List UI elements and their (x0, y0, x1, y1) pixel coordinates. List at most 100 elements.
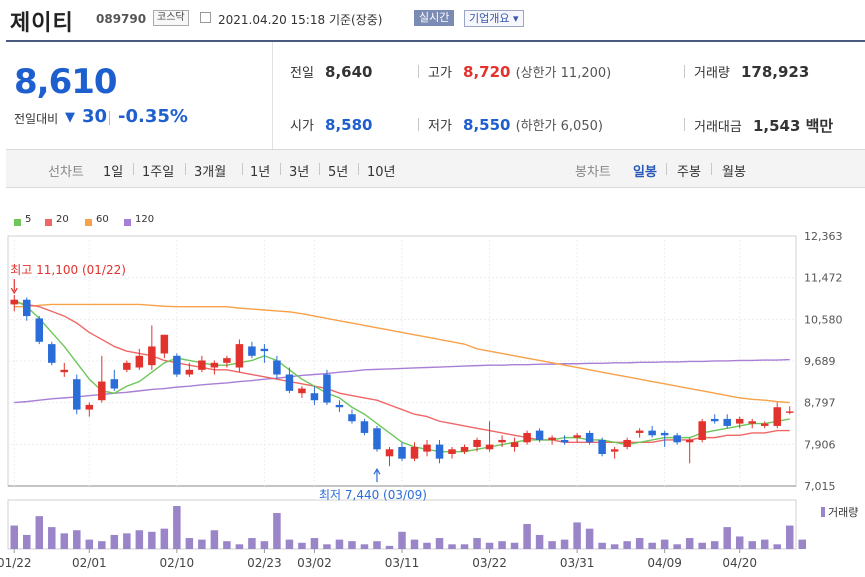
volume-bar (510, 542, 519, 549)
candle-body (98, 381, 106, 401)
tab-10year[interactable]: 10년 (367, 165, 396, 180)
volume-bar (385, 545, 394, 549)
candle-body (248, 346, 256, 356)
tab-monthly[interactable]: 월봉 (722, 165, 746, 180)
volume-bar (435, 538, 444, 549)
candle-body (373, 428, 381, 450)
chart-tab-bar (6, 149, 865, 188)
candle-body (235, 344, 244, 368)
prev-value: 8,640 (325, 63, 373, 81)
ma120-line (14, 358, 790, 404)
candle-body (160, 334, 169, 354)
candle-body (148, 346, 156, 366)
candle-body (773, 407, 781, 426)
current-price: 8,610 (14, 62, 118, 102)
candle-body (185, 369, 194, 375)
x-axis-labels: 01/22 02/01 02/10 02/23 03/02 03/11 03/22 03/31… (0, 556, 757, 570)
tab-1year[interactable]: 1년 (250, 165, 271, 180)
candle-body (110, 379, 119, 389)
volume-bar (460, 544, 469, 549)
candle-body (635, 430, 644, 433)
volume-bar (610, 544, 619, 549)
header-divider (6, 40, 865, 42)
candle-body (623, 439, 631, 447)
candle-body (35, 318, 44, 342)
volume-bar (373, 541, 381, 549)
volume-label: 거래량 (694, 66, 730, 81)
volume-bar (498, 541, 506, 549)
volume-bar (360, 544, 369, 549)
volume-bar (23, 534, 31, 549)
candle-body (473, 439, 481, 447)
tab-divider (133, 163, 134, 175)
stat-divider (418, 65, 419, 78)
volume-bar (623, 541, 631, 549)
legend-ma60: 60 (96, 214, 109, 225)
chart-grid (7, 235, 797, 553)
price-change: 30 (82, 106, 108, 127)
volume-bar (298, 542, 306, 549)
y-tick-label: 8,797 (804, 397, 836, 410)
volume-bar (798, 539, 807, 549)
candle-body (60, 369, 69, 373)
legend-swatch-ma5 (14, 219, 21, 226)
candle-body (535, 430, 544, 440)
candle-body (123, 362, 131, 370)
candle-body (760, 423, 769, 426)
x-tick-label: 03/11 (385, 556, 420, 570)
candle-body (723, 418, 731, 426)
candle-body (785, 411, 794, 413)
company-overview-button[interactable]: 기업개요 ▾ (464, 10, 524, 27)
open-value: 8,580 (325, 116, 373, 134)
volume-bar (273, 513, 281, 549)
volume-bar (485, 542, 494, 549)
candle-body (348, 414, 356, 422)
tab-1week[interactable]: 1주일 (142, 165, 175, 180)
volume-bar (335, 539, 344, 549)
candle-body (360, 421, 369, 433)
volume-bar (260, 541, 269, 549)
volume-bar (73, 530, 81, 549)
candle-body (135, 355, 144, 368)
volume-bar (235, 544, 244, 549)
candle-body (23, 299, 31, 317)
stat-divider (684, 65, 685, 78)
candle-body (73, 379, 81, 410)
upper-limit: (상한가 11,200) (515, 66, 612, 81)
tab-5year[interactable]: 5년 (328, 165, 349, 180)
candle-body (523, 432, 531, 443)
candle-body (260, 348, 269, 352)
tab-1day[interactable]: 1일 (103, 165, 124, 180)
tab-daily[interactable]: 일봉 (633, 165, 657, 180)
tab-3year[interactable]: 3년 (289, 165, 310, 180)
low-arrow-head (373, 467, 381, 475)
legend-ma5: 5 (25, 214, 32, 225)
volume-bar (773, 544, 781, 549)
candle-body (648, 430, 656, 436)
stat-open: 시가 8,580 (290, 115, 372, 134)
tab-weekly[interactable]: 주봉 (677, 165, 701, 180)
volume-bar (35, 516, 44, 549)
candle-body (210, 362, 219, 368)
candle-body (685, 439, 694, 443)
candle-body (598, 439, 606, 454)
stat-low: 저가 8,550 (하한가 6,050) (428, 115, 603, 134)
volume-bar (323, 544, 331, 549)
volume-bar (160, 528, 169, 549)
candle-body (485, 444, 494, 450)
volume-bar (760, 539, 769, 549)
volume-bar (60, 533, 69, 549)
annotations: 최고 11,100 (01/22) 최저 7,440 (03/09) (10, 263, 427, 502)
legend-ma20: 20 (56, 214, 69, 225)
volume-bar (448, 544, 456, 549)
realtime-button[interactable]: 실시간 (414, 10, 455, 26)
high-value: 8,720 (463, 63, 511, 81)
tab-3month[interactable]: 3개월 (194, 165, 227, 180)
y-axis-labels: 12,363 11,472 10,580 9,689 8,797 7,906 7,015 (804, 230, 843, 493)
volume-bar (398, 531, 406, 549)
amount-value: 1,543 백만 (752, 117, 834, 135)
x-tick-label: 04/20 (722, 556, 757, 570)
candle-body (48, 344, 56, 363)
y-tick-label: 9,689 (804, 355, 836, 368)
